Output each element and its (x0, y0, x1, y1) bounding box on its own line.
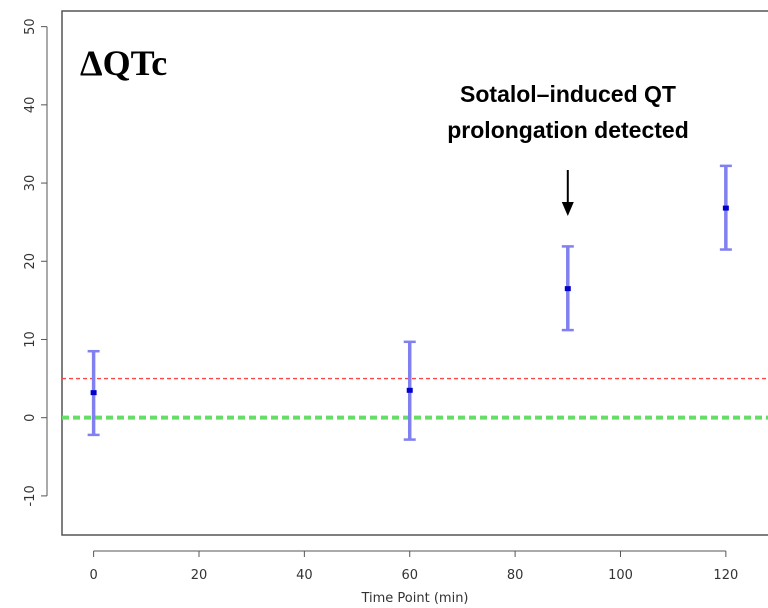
y-tick-label: -10 (23, 485, 38, 506)
data-point (90, 390, 97, 396)
reference-lines (62, 377, 768, 420)
annotation-text-line: Sotalol–induced QT (460, 81, 676, 107)
annotation-arrow-head (561, 202, 574, 216)
plot-frame (61, 10, 768, 536)
y-tick-label: 10 (23, 331, 38, 348)
x-tick-label: 60 (401, 568, 418, 583)
x-tick-label: 120 (713, 568, 738, 583)
y-tick-label: 40 (23, 97, 38, 114)
y-tick-label: 20 (23, 253, 38, 270)
annotation: Sotalol–induced QT prolongation detected (447, 81, 689, 216)
data-point (722, 205, 729, 211)
y-tick-label: 50 (23, 18, 38, 35)
data-point (564, 286, 571, 292)
x-axis-label: Time Point (min) (360, 591, 468, 606)
y-tick-label: 0 (23, 414, 38, 422)
x-tick-label: 0 (89, 568, 97, 583)
data-series (87, 164, 732, 441)
x-tick-label: 100 (608, 568, 633, 583)
x-tick-label: 40 (296, 568, 313, 583)
data-point (406, 387, 413, 393)
x-tick-label: 20 (191, 568, 208, 583)
y-axis: -10 0 10 20 30 40 50 (23, 18, 48, 507)
y-tick-label: 30 (23, 175, 38, 192)
chart-title: ΔQTc (80, 43, 167, 83)
x-tick-label: 80 (507, 568, 524, 583)
x-axis: 0 20 40 60 80 100 120 (89, 550, 738, 583)
annotation-text-line: prolongation detected (447, 117, 689, 143)
